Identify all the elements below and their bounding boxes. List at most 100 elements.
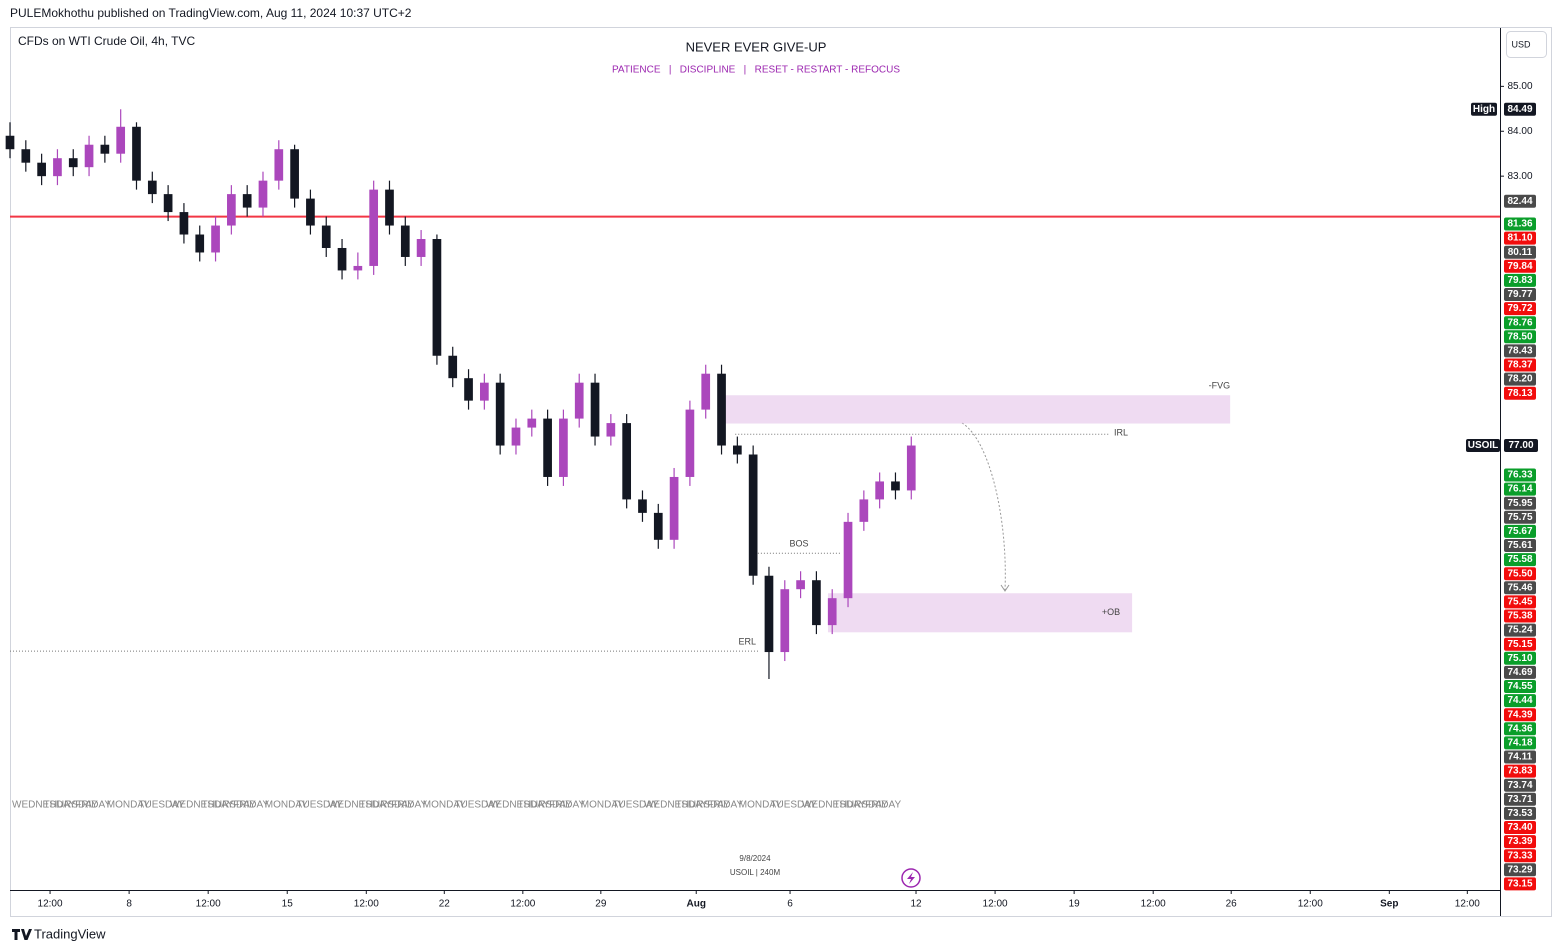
candle-body <box>53 158 62 177</box>
x-tick-label: 19 <box>1069 899 1081 910</box>
day-label: MONDAY <box>739 800 782 811</box>
price-label-text: 75.38 <box>1507 611 1532 622</box>
price-label-box <box>1504 863 1536 877</box>
day-label: THURSDAY <box>834 800 889 811</box>
high-marker-value-box <box>1504 102 1536 116</box>
candle-body <box>416 239 426 257</box>
price-label-box <box>1504 539 1536 552</box>
y-tick-label: 83.00 <box>1507 171 1532 182</box>
y-tick-label: 85.00 <box>1507 81 1532 92</box>
price-label-text: 73.29 <box>1507 864 1532 875</box>
high-marker-value-text: 84.49 <box>1507 104 1532 115</box>
candle-body <box>227 194 236 226</box>
candle-body <box>400 225 410 257</box>
candle-body <box>495 382 505 446</box>
candle-body <box>843 521 853 599</box>
candle-body <box>590 382 600 437</box>
currency-label[interactable]: USD <box>1511 39 1531 49</box>
price-label-text: 78.20 <box>1507 374 1532 385</box>
price-label-box <box>1504 231 1536 245</box>
chart-subtitle: PATIENCE | DISCIPLINE | RESET - RESTART … <box>612 65 900 76</box>
candle-body <box>685 409 695 477</box>
price-label-text: 78.37 <box>1507 360 1532 371</box>
day-label: WEDNESDAY <box>12 800 76 811</box>
candle-body <box>543 418 552 477</box>
x-tick-label: 12:00 <box>1455 899 1480 910</box>
price-label-text: 74.55 <box>1507 681 1532 692</box>
price-label-text: 73.83 <box>1507 766 1532 777</box>
day-label: THURSDAY <box>202 800 257 811</box>
x-tick-label: 26 <box>1226 899 1238 910</box>
y-tick-label: 84.00 <box>1507 126 1532 137</box>
x-tick-label: 8 <box>126 899 132 910</box>
price-label-text: 74.18 <box>1507 738 1532 749</box>
price-label-box <box>1504 694 1536 708</box>
candle-body <box>353 265 363 271</box>
projection-arrow <box>961 422 1006 591</box>
price-label-text: 79.84 <box>1507 261 1532 272</box>
x-tick-label: 12:00 <box>1298 899 1323 910</box>
price-label-text: 78.13 <box>1507 388 1532 399</box>
price-label-box <box>1504 778 1536 792</box>
price-label-box <box>1504 496 1536 510</box>
candle-body <box>274 149 284 181</box>
price-label-text: 75.50 <box>1507 568 1532 579</box>
candle-body <box>812 580 821 626</box>
day-label: THURSDAY <box>676 800 731 811</box>
price-label-text: 75.75 <box>1507 512 1532 523</box>
candle-body <box>827 598 837 626</box>
candle-body <box>669 476 679 540</box>
zone-label: +OB <box>1102 607 1120 617</box>
x-tick-label: 12 <box>910 899 922 910</box>
price-label-box <box>1504 609 1536 623</box>
price-label-text: 80.11 <box>1508 247 1533 258</box>
price-label-text: 79.83 <box>1507 275 1532 286</box>
candle-body <box>527 418 537 428</box>
x-tick-label: 12:00 <box>1141 899 1166 910</box>
price-label-box <box>1504 806 1536 820</box>
price-label-text: 74.44 <box>1507 695 1532 706</box>
candle-body <box>559 418 568 477</box>
currency-box[interactable] <box>1506 31 1547 58</box>
level-label: BOS <box>790 539 809 549</box>
day-label: MONDAY <box>581 800 624 811</box>
price-label-box <box>1504 386 1536 400</box>
day-label: WEDNESDAY <box>170 800 234 811</box>
price-label-box <box>1504 821 1536 834</box>
price-label-box <box>1504 259 1536 273</box>
events-icon-bolt[interactable] <box>907 872 915 884</box>
brand-name: TradingView <box>34 926 106 941</box>
day-label: TUESDAY <box>454 800 501 811</box>
price-label-box <box>1504 510 1536 524</box>
day-label: THURSDAY <box>518 800 573 811</box>
candle-body <box>448 355 458 379</box>
price-label-text: 73.15 <box>1507 879 1532 890</box>
price-label-text: 73.74 <box>1507 780 1532 791</box>
candle-body <box>701 373 711 410</box>
candle-body <box>321 225 331 248</box>
candle-body <box>875 481 884 500</box>
candle-body <box>796 580 805 590</box>
day-label: TUESDAY <box>770 800 817 811</box>
price-label-text: 76.33 <box>1507 470 1532 481</box>
candle-body <box>211 225 220 253</box>
price-label-box <box>1504 302 1536 316</box>
last-price-value-box <box>1504 439 1538 453</box>
price-label-box <box>1504 245 1536 259</box>
candle-body <box>337 247 347 271</box>
price-label-box <box>1504 750 1536 764</box>
candle-body <box>717 373 726 446</box>
price-label-box <box>1504 273 1536 287</box>
day-label: THURSDAY <box>44 800 99 811</box>
day-label: FRIDAY <box>75 800 111 811</box>
publisher-line: PULEMokhothu published on TradingView.co… <box>10 6 412 20</box>
zone <box>717 395 1231 424</box>
candle-body <box>290 149 299 199</box>
candle-body <box>385 189 394 226</box>
candle-body <box>242 194 252 208</box>
candle-body <box>132 126 141 181</box>
level-label: ERL <box>738 637 756 647</box>
price-label-text: 76.14 <box>1507 484 1532 495</box>
x-tick-label: Aug <box>687 899 706 910</box>
